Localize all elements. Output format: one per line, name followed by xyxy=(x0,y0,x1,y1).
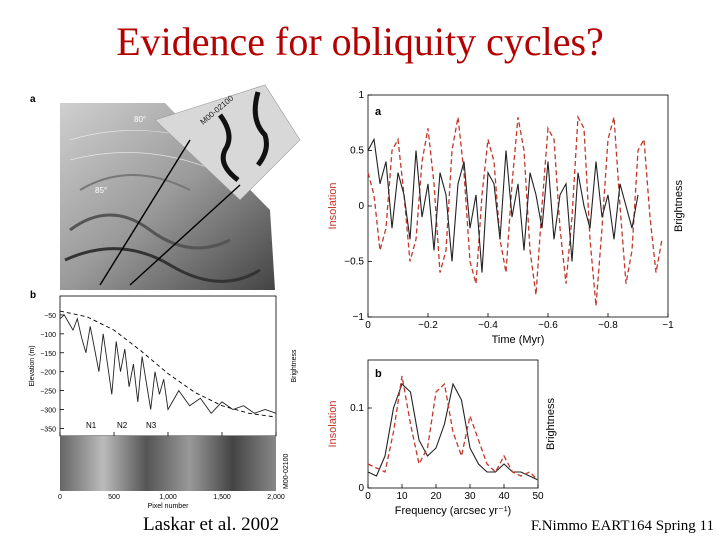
x-axis-label: Time (Myr) xyxy=(492,334,545,346)
y-tick-label: −350 xyxy=(40,426,56,433)
strip-label: M00-02100 xyxy=(283,453,290,489)
x-tick-label: 500 xyxy=(108,494,120,501)
series-line-2 xyxy=(367,375,539,481)
series-line-2 xyxy=(367,137,639,273)
annotation-n1: N1 xyxy=(86,421,97,430)
image-label-85: 85° xyxy=(95,186,107,195)
y-tick-label: −100 xyxy=(40,332,56,339)
x-tick-label: 30 xyxy=(464,491,476,502)
right-panel-b-label: b xyxy=(375,368,382,380)
series-line-1 xyxy=(367,382,539,481)
mars-polar-image xyxy=(60,84,301,290)
author-caption: F.Nimmo EART164 Spring 11 xyxy=(530,518,714,534)
elevation-chart: 0 500 1,000 1,500 2,000 −50 −100 −150 −200 −250 −3… xyxy=(29,295,298,510)
y-tick-label: −300 xyxy=(40,408,56,415)
plot-frame xyxy=(367,359,539,489)
y-tick-label: 0.1 xyxy=(350,403,364,414)
time-series-chart: 0 −0.2 −0.4 −0.6 −0.8 −1 1 0.5 0 −0.5 −1 Time (Myr)… xyxy=(327,90,685,346)
y-axis-label: Insolation xyxy=(327,400,339,447)
x-tick-label: 1,000 xyxy=(159,494,177,501)
x-tick-label: −0.6 xyxy=(538,320,558,331)
y-tick-label: −1 xyxy=(353,312,365,323)
y-tick-label: −250 xyxy=(40,389,56,396)
y-tick-label: −0.5 xyxy=(344,257,364,268)
citation-caption: Laskar et al. 2002 xyxy=(143,514,280,535)
y-tick-label: 0.5 xyxy=(350,146,364,157)
x-axis-label: Pixel number xyxy=(148,503,190,510)
plot-frame xyxy=(367,94,669,318)
y-tick-label: 0 xyxy=(358,483,364,494)
left-panel-a-label: a xyxy=(30,94,36,105)
x-tick-label: −0.4 xyxy=(478,320,498,331)
annotation-n2: N2 xyxy=(117,421,128,430)
y-tick-label: −150 xyxy=(40,351,56,358)
brightness-strip xyxy=(60,436,276,491)
y2-axis-label: Brightness xyxy=(545,398,557,450)
x-tick-label: −1 xyxy=(662,320,674,331)
y-tick-label: −200 xyxy=(40,370,56,377)
y-tick-label: −50 xyxy=(44,313,56,320)
x-tick-label: −0.2 xyxy=(418,320,438,331)
x-tick-label: 40 xyxy=(498,491,510,502)
x-tick-label: 1,500 xyxy=(213,494,231,501)
y2-axis-label: Brightness xyxy=(291,349,298,383)
x-tick-label: 20 xyxy=(430,491,442,502)
left-panel-b-label: b xyxy=(30,290,36,301)
series-line-2 xyxy=(59,310,277,418)
x-tick-label: 0 xyxy=(365,320,371,331)
x-axis-label: Frequency (arcsec yr⁻¹) xyxy=(395,505,511,517)
x-tick-label: 0 xyxy=(58,494,62,501)
x-tick-label: 2,000 xyxy=(267,494,285,501)
right-panel-a-label: a xyxy=(375,106,382,118)
plot-frame xyxy=(59,295,277,437)
y-axis-label: Insolation xyxy=(327,182,339,229)
x-tick-label: 50 xyxy=(532,491,544,502)
x-tick-label: 0 xyxy=(365,491,371,502)
image-label-80: 80° xyxy=(134,115,146,124)
y-axis-label: Elevation (m) xyxy=(29,345,36,386)
series-line-1 xyxy=(59,314,277,415)
y2-axis-label: Brightness xyxy=(673,180,685,232)
annotation-n3: N3 xyxy=(146,421,157,430)
y-tick-label: 0 xyxy=(358,201,364,212)
x-tick-label: −0.8 xyxy=(598,320,618,331)
series-line-1 xyxy=(367,114,663,306)
slide-title: Evidence for obliquity cycles? xyxy=(116,19,604,64)
y-tick-label: 1 xyxy=(358,90,364,101)
x-tick-label: 10 xyxy=(396,491,408,502)
frequency-spectrum-chart: 0 10 20 30 40 50 0.1 0 Frequency (arcsec yr⁻¹) In… xyxy=(327,359,557,517)
